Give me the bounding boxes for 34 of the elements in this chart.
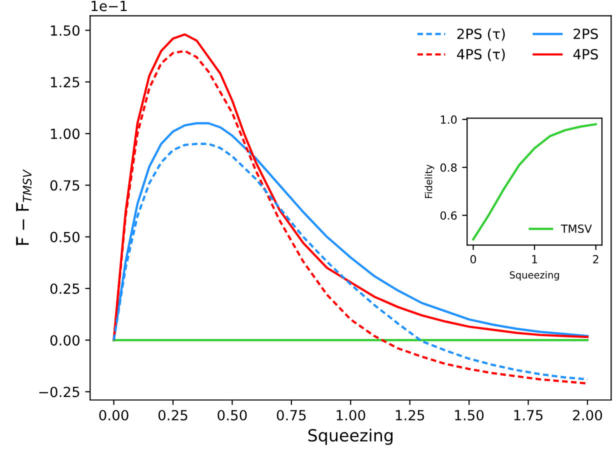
y-axis-title: F̅ − F̅$_{TMSV}$ [16, 169, 32, 246]
y-tick-label: 0.6 [440, 211, 457, 220]
x-tick-label: 0.00 [99, 410, 128, 420]
legend-label: 2PS [574, 28, 598, 40]
y-tick-label: 0.75 [50, 180, 80, 191]
x-axis-title: Squeezing [510, 271, 559, 281]
y-tick-label: 1.00 [50, 128, 80, 140]
legend-label: TMSV [560, 224, 592, 233]
x-tick-label: 1.25 [396, 410, 424, 420]
x-tick-label: 0 [470, 254, 476, 264]
x-tick-label: 0.75 [276, 410, 306, 420]
x-tick-label: 1.00 [336, 410, 366, 420]
y-tick-label: 0.8 [440, 163, 457, 172]
y-axis-title: Fidelity [424, 164, 434, 198]
y-tick-label: 1.25 [50, 76, 80, 88]
text: 1e−1 [92, 0, 127, 12]
line-series [472, 123, 597, 240]
x-tick-label: 1.50 [455, 410, 484, 420]
x-tick-label: 0.25 [158, 410, 188, 420]
y-tick-label: 0.00 [50, 335, 80, 346]
y-tick-label: 1.50 [50, 25, 80, 36]
legend-label: 4PS (τ) [457, 48, 505, 62]
x-tick-label: 0.50 [218, 410, 247, 420]
x-tick-label: 2 [593, 254, 598, 264]
legend-label: 2PS (τ) [457, 28, 505, 41]
x-tick-label: 2.00 [573, 410, 602, 420]
y-tick-label: 0.25 [50, 283, 80, 294]
x-tick-label: 1.75 [514, 410, 543, 420]
y-tick-label: −0.25 [39, 386, 80, 398]
y-tick-label: 0.50 [50, 232, 80, 242]
x-tick-label: 1 [532, 255, 538, 264]
y-tick-label: 1.0 [440, 115, 457, 124]
legend-label: 4PS [573, 48, 598, 60]
x-axis-title: Squeezing [308, 428, 392, 445]
